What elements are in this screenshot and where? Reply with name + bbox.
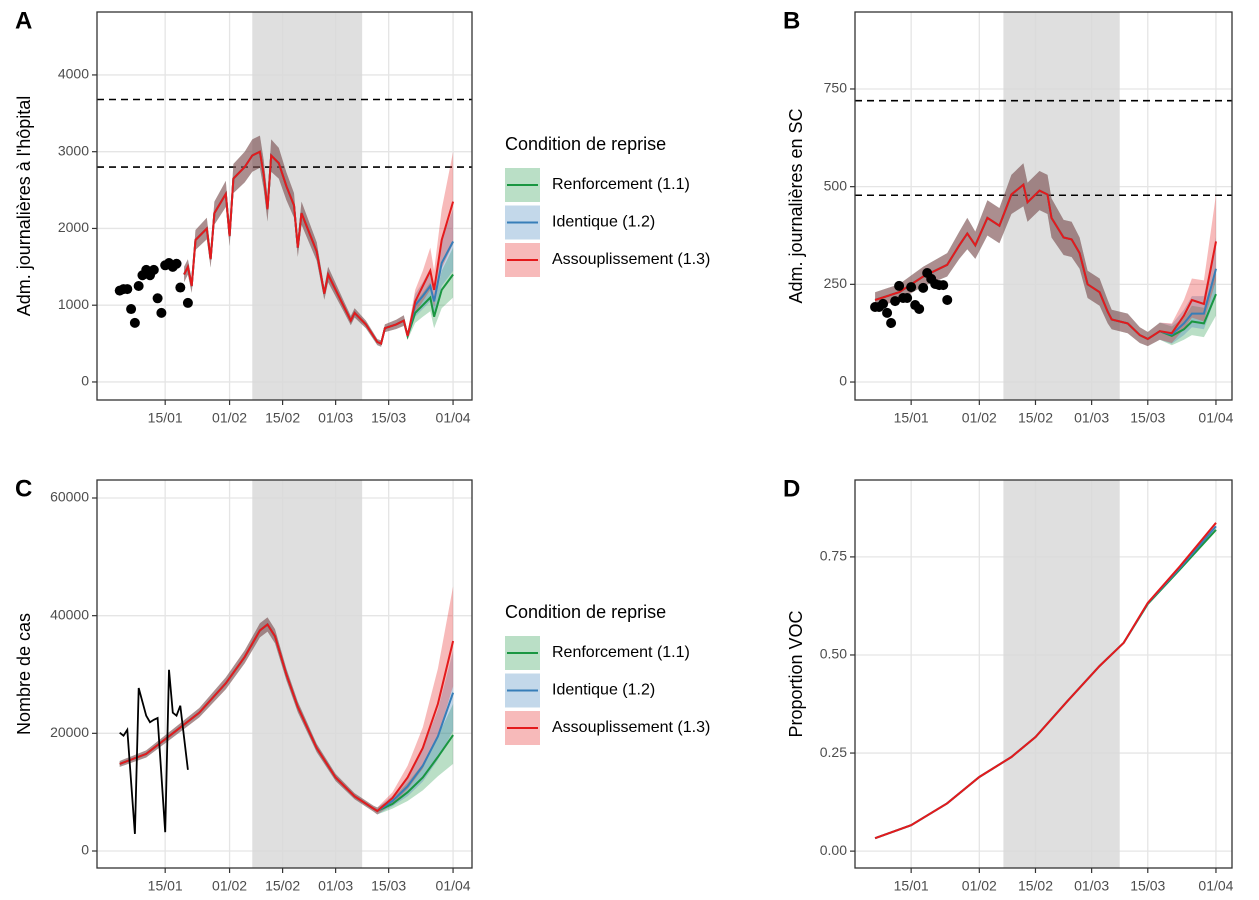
series-line: [183, 150, 455, 345]
shaded-period: [1003, 480, 1120, 868]
uncertainty-band: [875, 163, 1216, 347]
observed-point: [886, 318, 897, 329]
x-tick-label: 15/03: [371, 410, 406, 426]
observed-line: [119, 669, 189, 834]
observed-point: [156, 307, 167, 318]
observed-point: [148, 264, 159, 275]
x-tick-label: 15/03: [1130, 878, 1165, 894]
panel-label: C: [15, 475, 32, 502]
y-tick-label: 0: [839, 373, 847, 389]
x-tick-label: 01/03: [1074, 878, 1109, 894]
x-tick-label: 01/04: [436, 410, 471, 426]
plot-frame: [96, 11, 473, 401]
legend-title: Condition de reprise: [505, 134, 666, 154]
x-tick-label: 15/03: [1130, 410, 1165, 426]
x-tick-label: 01/04: [1198, 410, 1233, 426]
x-tick-label: 15/02: [1018, 878, 1053, 894]
observed-point: [129, 317, 140, 328]
panel-label: D: [783, 475, 800, 502]
y-tick-label: 1000: [58, 296, 89, 312]
plot-frame: [854, 479, 1233, 869]
y-tick-label: 20000: [50, 724, 89, 740]
y-axis-title: Nombre de cas: [14, 613, 34, 735]
panel-label: A: [15, 7, 32, 34]
x-tick-label: 01/02: [212, 878, 247, 894]
x-tick-label: 15/02: [1018, 410, 1053, 426]
y-tick-label: 0.50: [820, 646, 847, 662]
y-axis-title: Proportion VOC: [786, 610, 806, 737]
y-tick-label: 0.75: [820, 548, 847, 564]
observed-point: [906, 282, 917, 293]
y-tick-label: 2000: [58, 219, 89, 235]
y-tick-label: 0: [81, 373, 89, 389]
observed-point: [171, 258, 182, 269]
x-tick-label: 01/02: [962, 878, 997, 894]
observed-point: [914, 303, 925, 314]
y-tick-label: 0.00: [820, 842, 847, 858]
series-line: [874, 182, 1217, 341]
y-tick-label: 3000: [58, 142, 89, 158]
observed-point: [902, 293, 913, 304]
x-tick-label: 01/04: [1198, 878, 1233, 894]
plot-frame: [96, 479, 473, 869]
observed-point: [882, 307, 893, 318]
y-tick-label: 750: [824, 80, 848, 96]
x-tick-label: 15/01: [894, 878, 929, 894]
x-tick-label: 01/04: [436, 878, 471, 894]
observed-point: [942, 294, 953, 305]
x-tick-label: 15/01: [894, 410, 929, 426]
observed-point: [152, 293, 163, 304]
observed-point: [894, 280, 905, 291]
observed-point: [890, 296, 901, 307]
x-tick-label: 01/02: [212, 410, 247, 426]
x-tick-label: 01/03: [318, 410, 353, 426]
legend-entry: Assouplissement (1.3): [552, 719, 710, 736]
observed-point: [182, 297, 193, 308]
legend-title: Condition de reprise: [505, 602, 666, 622]
series-line: [119, 623, 455, 813]
y-tick-label: 0.25: [820, 744, 847, 760]
x-tick-label: 01/03: [1074, 410, 1109, 426]
observed-point: [938, 280, 949, 291]
plot-frame: [854, 11, 1233, 401]
observed-point: [133, 281, 144, 292]
x-tick-label: 15/03: [371, 878, 406, 894]
legend-entry: Renforcement (1.1): [552, 644, 690, 661]
uncertainty-band: [875, 163, 1216, 347]
shaded-period: [252, 12, 363, 400]
panel-label: B: [783, 7, 800, 34]
y-tick-label: 0: [81, 842, 89, 858]
observed-point: [126, 304, 137, 315]
legend-entry: Identique (1.2): [552, 682, 655, 699]
legend-entry: Identique (1.2): [552, 214, 655, 231]
y-axis-title: Adm. journalières à l'hôpital: [14, 96, 34, 317]
y-tick-label: 60000: [50, 489, 89, 505]
observed-point: [878, 298, 889, 309]
x-tick-label: 15/02: [265, 410, 300, 426]
shaded-period: [252, 480, 363, 868]
x-tick-label: 15/02: [265, 878, 300, 894]
x-tick-label: 15/01: [148, 410, 183, 426]
legend-entry: Renforcement (1.1): [552, 176, 690, 193]
y-axis-title: Adm. journalières en SC: [786, 108, 806, 303]
y-tick-label: 250: [824, 275, 848, 291]
x-tick-label: 15/01: [148, 878, 183, 894]
y-tick-label: 40000: [50, 606, 89, 622]
x-tick-label: 01/03: [318, 878, 353, 894]
x-tick-label: 01/02: [962, 410, 997, 426]
uncertainty-band: [875, 163, 1216, 347]
observed-point: [918, 282, 929, 293]
shaded-period: [1003, 12, 1120, 400]
observed-point: [175, 282, 186, 293]
y-tick-label: 4000: [58, 66, 89, 82]
legend-entry: Assouplissement (1.3): [552, 251, 710, 268]
series-line: [874, 522, 1217, 840]
observed-point: [122, 284, 133, 295]
y-tick-label: 500: [824, 177, 848, 193]
